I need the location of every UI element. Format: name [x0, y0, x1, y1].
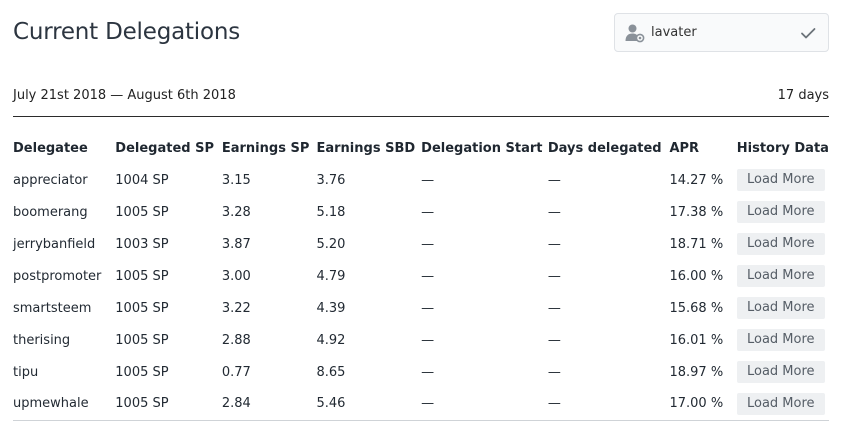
delegatee-cell: postpromoter: [13, 268, 102, 284]
delegatee-cell: therising: [13, 332, 71, 348]
earnings-sp-cell: 3.22: [221, 300, 251, 316]
apr-cell: 18.71 %: [669, 236, 724, 252]
days-delegated-cell: —: [547, 388, 670, 421]
apr-cell: 16.01 %: [669, 332, 724, 348]
header-history-data: History Data: [736, 140, 829, 156]
earnings-sp-cell: 3.15: [221, 172, 251, 188]
apr-cell: 17.38 %: [669, 204, 724, 220]
load-more-button[interactable]: Load More: [736, 169, 825, 191]
account-selector[interactable]: lavater: [614, 13, 829, 52]
days-delegated-cell: —: [547, 332, 561, 348]
earnings-sbd-cell: 8.65: [316, 364, 346, 380]
date-range-label: July 21st 2018 — August 6th 2018: [13, 88, 236, 103]
delegated-sp-cell: 1005 SP: [115, 364, 169, 380]
header-earnings-sbd: Earnings SBD: [316, 140, 416, 156]
delegation-start-cell: —: [421, 300, 435, 316]
delegatee-cell: boomerang: [13, 204, 88, 220]
delegation-start-cell: —: [421, 204, 435, 220]
earnings-sp-cell: 0.77: [221, 364, 251, 380]
history-cell: Load More: [736, 260, 829, 292]
user-icon: [625, 23, 645, 43]
page-title: Current Delegations: [13, 19, 241, 45]
delegatee-cell: tipu: [13, 364, 39, 380]
table-row: jerrybanfield 1003 SP 3.87 5.20 — — 18.7…: [13, 228, 829, 260]
days-delegated-cell: —: [547, 364, 561, 380]
delegated-sp-cell: 1005 SP: [115, 332, 169, 348]
delegatee-cell: smartsteem: [13, 300, 92, 316]
earnings-sbd-cell: 4.79: [316, 268, 346, 284]
earnings-sp-cell: 2.84: [221, 388, 317, 421]
days-delegated-cell: —: [547, 268, 561, 284]
table-row: postpromoter 1005 SP 3.00 4.79 — — 16.00…: [13, 260, 829, 292]
history-cell: Load More: [736, 164, 829, 196]
load-more-button[interactable]: Load More: [736, 233, 825, 255]
header-delegation-start: Delegation Start: [421, 140, 543, 156]
table-row: therising 1005 SP 2.88 4.92 — — 16.01 % …: [13, 324, 829, 356]
earnings-sbd-cell: 4.39: [316, 300, 346, 316]
delegatee-cell: jerrybanfield: [13, 236, 96, 252]
earnings-sp-cell: 3.00: [221, 268, 251, 284]
days-delegated-cell: —: [547, 172, 561, 188]
apr-cell: 15.68 %: [669, 300, 724, 316]
history-cell: Load More: [736, 196, 829, 228]
delegated-sp-cell: 1005 SP: [115, 268, 169, 284]
header-delegated-sp: Delegated SP: [115, 140, 214, 156]
history-cell: Load More: [736, 356, 829, 388]
delegated-sp-cell: 1003 SP: [115, 236, 169, 252]
delegated-sp-cell: 1004 SP: [115, 172, 169, 188]
apr-cell: 18.97 %: [669, 364, 724, 380]
earnings-sbd-cell: 5.18: [316, 204, 346, 220]
table-row: appreciator 1004 SP 3.15 3.76 — — 14.27 …: [13, 164, 829, 196]
delegated-sp-cell: 1005 SP: [115, 388, 222, 421]
earnings-sbd-cell: 3.76: [316, 172, 346, 188]
table-row: smartsteem 1005 SP 3.22 4.39 — — 15.68 %…: [13, 292, 829, 324]
apr-cell: 14.27 %: [669, 172, 724, 188]
load-more-button[interactable]: Load More: [736, 392, 825, 415]
history-cell: Load More: [736, 324, 829, 356]
load-more-button[interactable]: Load More: [736, 265, 825, 287]
days-delegated-cell: —: [547, 236, 561, 252]
days-delegated-cell: —: [547, 204, 561, 220]
load-more-button[interactable]: Load More: [736, 201, 825, 223]
table-row: upmewhale 1005 SP 2.84 5.46 — — 17.00 % …: [13, 388, 829, 421]
date-range-bar: July 21st 2018 — August 6th 2018 17 days: [13, 88, 829, 117]
account-name: lavater: [651, 25, 697, 40]
delegated-sp-cell: 1005 SP: [115, 204, 169, 220]
earnings-sp-cell: 2.88: [221, 332, 251, 348]
apr-cell: 17.00 %: [669, 388, 737, 421]
check-icon: [800, 25, 816, 41]
delegation-start-cell: —: [421, 364, 435, 380]
earnings-sbd-cell: 5.46: [316, 388, 422, 421]
date-range-days: 17 days: [777, 88, 829, 103]
header-apr: APR: [669, 140, 700, 156]
earnings-sp-cell: 3.28: [221, 204, 251, 220]
delegation-start-cell: —: [421, 388, 548, 421]
table-header-row: Delegatee Delegated SP Earnings SP Earni…: [13, 132, 829, 164]
earnings-sp-cell: 3.87: [221, 236, 251, 252]
earnings-sbd-cell: 5.20: [316, 236, 346, 252]
header-earnings-sp: Earnings SP: [221, 140, 310, 156]
table-row: tipu 1005 SP 0.77 8.65 — — 18.97 % Load …: [13, 356, 829, 388]
delegated-sp-cell: 1005 SP: [115, 300, 169, 316]
delegatee-cell: upmewhale: [13, 388, 116, 421]
header-days-delegated: Days delegated: [547, 140, 662, 156]
delegations-table: Delegatee Delegated SP Earnings SP Earni…: [13, 132, 829, 421]
history-cell: Load More: [736, 388, 829, 421]
delegation-start-cell: —: [421, 236, 435, 252]
history-cell: Load More: [736, 228, 829, 260]
delegatee-cell: appreciator: [13, 172, 88, 188]
apr-cell: 16.00 %: [669, 268, 724, 284]
delegation-start-cell: —: [421, 172, 435, 188]
table-row: boomerang 1005 SP 3.28 5.18 — — 17.38 % …: [13, 196, 829, 228]
days-delegated-cell: —: [547, 300, 561, 316]
load-more-button[interactable]: Load More: [736, 329, 825, 351]
delegation-start-cell: —: [421, 268, 435, 284]
delegation-start-cell: —: [421, 332, 435, 348]
load-more-button[interactable]: Load More: [736, 361, 825, 383]
history-cell: Load More: [736, 292, 829, 324]
load-more-button[interactable]: Load More: [736, 297, 825, 319]
header-delegatee: Delegatee: [13, 140, 88, 156]
earnings-sbd-cell: 4.92: [316, 332, 346, 348]
